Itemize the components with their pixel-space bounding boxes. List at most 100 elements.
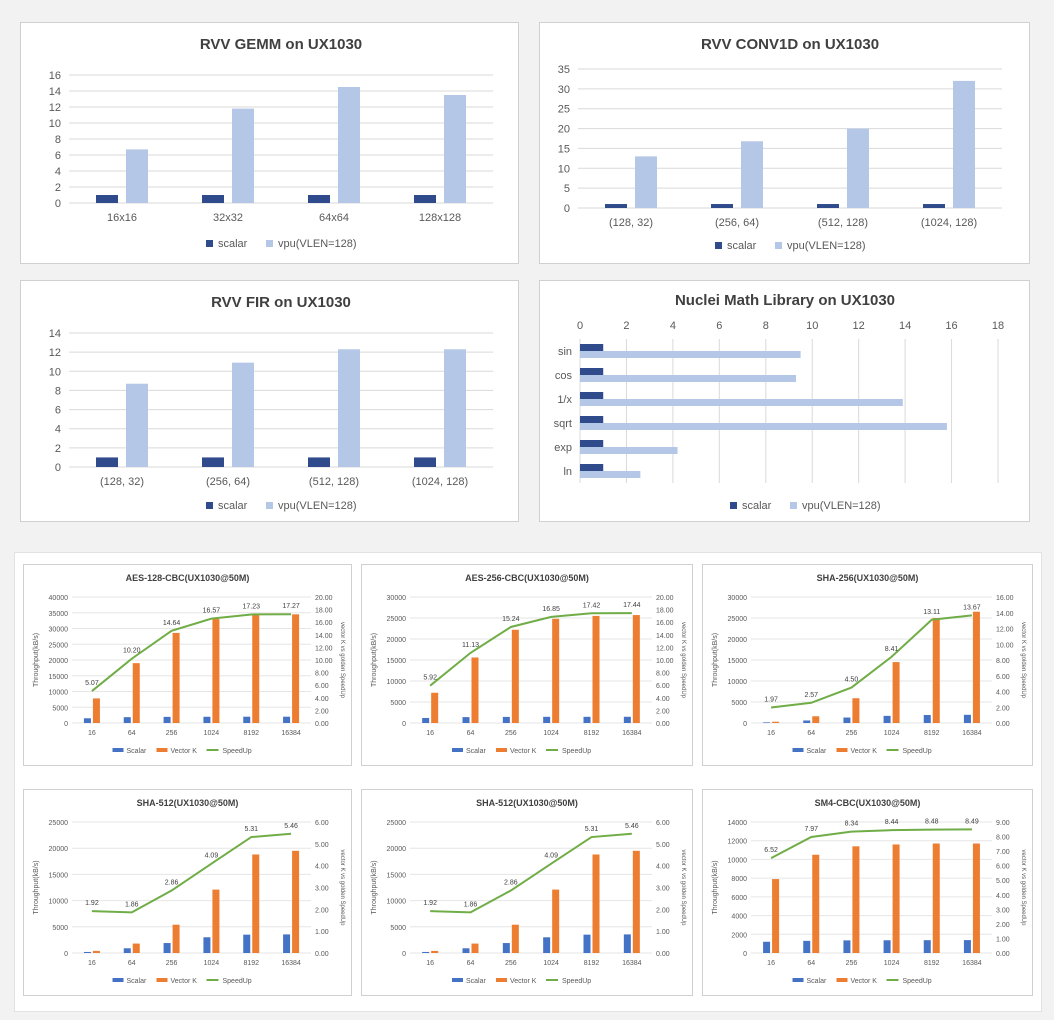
y-right-tick-label: 12.00 [656, 645, 674, 652]
bar-vpu [635, 156, 657, 208]
x-tick-label: 64 [128, 730, 136, 737]
speedup-data-label: 6.52 [764, 847, 778, 854]
y-tick-label: 2000 [731, 932, 747, 939]
speedup-line [429, 612, 632, 687]
bar-scalar [543, 716, 551, 723]
speedup-data-label: 8.48 [925, 819, 939, 826]
y-right-tick-label: 4.00 [996, 893, 1010, 900]
legend-label-speedup: SpeedUp [223, 748, 252, 755]
legend-swatch-scalar [730, 502, 737, 509]
speedup-data-label: 8.44 [885, 819, 899, 826]
chart-panel-fir: RVV FIR on UX1030 0 2 4 6 8 10 12 14 (128, 32) (25… [20, 280, 519, 522]
y-right-tick-label: 14.00 [996, 611, 1014, 618]
legend-label-speedup: SpeedUp [562, 748, 591, 755]
x-tick-label: 8192 [243, 730, 259, 737]
y-right-tick-label: 6.00 [656, 683, 670, 690]
chart-panel-sha512-left: SHA-512(UX1030@50M) 0 5000 10000 15000 20000 2… [23, 789, 352, 996]
y-axis-label: Throughput(kB/s) [371, 633, 378, 687]
bar-vector-k [212, 619, 220, 723]
y-right-tick-label: 1.00 [315, 929, 329, 936]
y-tick-label: 20000 [49, 846, 69, 853]
y-tick-label: 20000 [387, 846, 407, 853]
legend-swatch-scalar [452, 978, 463, 982]
x-tick-label: 2 [623, 320, 629, 332]
y-tick-label: 35 [558, 64, 570, 76]
bar-scalar [203, 716, 211, 723]
y-axis-label: Throughput(kB/s) [712, 633, 719, 687]
y-tick-label: 4 [55, 424, 61, 436]
y-right-tick-label: 1.00 [656, 929, 670, 936]
x-tick-label: 64 [128, 960, 136, 967]
y-right-tick-label: 7.00 [996, 849, 1010, 856]
bar-vector-k [932, 618, 940, 723]
x-tick-label: 1024 [204, 960, 220, 967]
legend-label-vpu: vpu(VLEN=128) [787, 240, 866, 252]
y-right-tick-label: 10.00 [656, 658, 674, 665]
chart-panel-sha256: SHA-256(UX1030@50M) 0 5000 10000 15000 20000 2… [702, 564, 1033, 766]
x-tick-label: 16 [88, 730, 96, 737]
y-tick-label: 10 [49, 118, 61, 130]
y-right-tick-label: 6.00 [996, 864, 1010, 871]
legend-label-scalar: Scalar [127, 748, 148, 755]
x-tick-label: 1024 [884, 730, 900, 737]
legend-swatch-vpu [790, 502, 797, 509]
chart-panel-math-library: Nuclei Math Library on UX1030 0 2 4 6 8 10 12 14… [539, 280, 1030, 522]
speedup-data-label: 13.11 [923, 609, 940, 616]
speedup-data-label: 5.31 [244, 826, 258, 833]
speedup-data-label: 16.85 [542, 606, 560, 613]
bar-vector-k [431, 692, 439, 723]
chart-title: SM4-CBC(UX1030@50M) [815, 798, 921, 808]
legend-label-vector-k: Vector K [851, 748, 878, 755]
y-tick-label: sqrt [554, 418, 572, 430]
bar-vector-k [592, 854, 600, 953]
speedup-data-label: 2.57 [804, 692, 818, 699]
x-tick-label: (1024, 128) [412, 476, 468, 488]
chart-title: RVV GEMM on UX1030 [200, 36, 362, 53]
bar-vector-k [772, 721, 780, 723]
bar-vector-k [552, 889, 560, 953]
speedup-data-label: 8.49 [965, 818, 979, 825]
chart-title: Nuclei Math Library on UX1030 [675, 292, 895, 309]
bar-vpu [580, 375, 796, 382]
chart-title: SHA-512(UX1030@50M) [476, 798, 578, 808]
legend-swatch-scalar [452, 748, 463, 752]
speedup-data-label: 4.50 [845, 677, 859, 684]
bar-scalar [963, 714, 971, 723]
y-tick-label: 10000 [728, 679, 748, 686]
bar-vector-k [932, 843, 940, 953]
y-right-axis-label: vector K vs golden SpeedUp [339, 849, 345, 926]
bar-scalar [580, 440, 604, 447]
y-tick-label: 12000 [728, 839, 748, 846]
legend-swatch-vpu [266, 502, 273, 509]
y-tick-label: 5000 [52, 925, 68, 932]
x-tick-label: 8192 [924, 730, 940, 737]
x-tick-label: (128, 32) [609, 217, 653, 229]
y-right-tick-label: 5.00 [996, 878, 1010, 885]
legend-label-scalar: Scalar [466, 748, 487, 755]
y-tick-label: 12 [49, 102, 61, 114]
y-tick-label: 12 [49, 347, 61, 359]
y-right-tick-label: 8.00 [656, 671, 670, 678]
y-tick-label: 8 [55, 134, 61, 146]
bar-scalar [580, 344, 604, 351]
x-tick-label: 4 [670, 320, 676, 332]
bar-scalar [583, 716, 591, 723]
y-right-tick-label: 2.00 [656, 708, 670, 715]
legend-label-speedup: SpeedUp [903, 748, 932, 755]
y-right-tick-label: 4.00 [656, 696, 670, 703]
legend-label-scalar: Scalar [807, 978, 828, 985]
x-tick-label: 16x16 [107, 212, 137, 224]
y-tick-label: 16 [49, 70, 61, 82]
bar-scalar [202, 195, 224, 203]
x-tick-label: 8192 [584, 960, 600, 967]
legend-swatch-vector-k [496, 748, 507, 752]
y-right-tick-label: 20.00 [656, 595, 674, 602]
bar-vpu [580, 471, 641, 478]
bar-scalar [923, 940, 931, 953]
x-tick-label: 16384 [281, 730, 301, 737]
chart-panel-aes128: AES-128-CBC(UX1030@50M) 0 5000 10000 15000 20… [23, 564, 352, 766]
bar-scalar [543, 937, 551, 953]
legend-swatch-vector-k [836, 748, 848, 752]
x-tick-label: 16 [767, 960, 775, 967]
y-tick-label: 6000 [731, 895, 747, 902]
